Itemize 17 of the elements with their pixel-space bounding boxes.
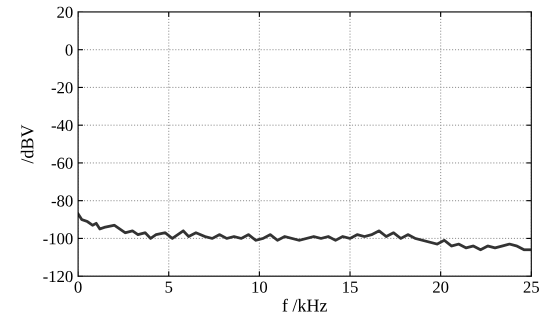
y-tick-label: -40 — [52, 120, 73, 132]
y-tick-label: -100 — [43, 233, 73, 244]
x-axis-title: f /kHz — [282, 298, 328, 312]
line-series — [78, 212, 532, 252]
y-tick-label: 20 — [57, 6, 73, 18]
x-tick-label: 10 — [252, 282, 268, 293]
y-axis-title: /dBV — [20, 124, 34, 164]
x-tick-label: 0 — [74, 282, 82, 293]
y-tick-label: -80 — [52, 195, 73, 207]
x-tick-label: 5 — [166, 282, 172, 293]
y-tick-label: -120 — [43, 270, 73, 282]
x-tick-label: 25 — [524, 282, 539, 293]
x-tick-label: 20 — [433, 282, 448, 293]
y-tick-label: -20 — [52, 82, 73, 94]
y-tick-label: 0 — [66, 44, 73, 56]
x-tick-label: 15 — [343, 282, 358, 293]
y-tick-label: -60 — [52, 158, 73, 169]
